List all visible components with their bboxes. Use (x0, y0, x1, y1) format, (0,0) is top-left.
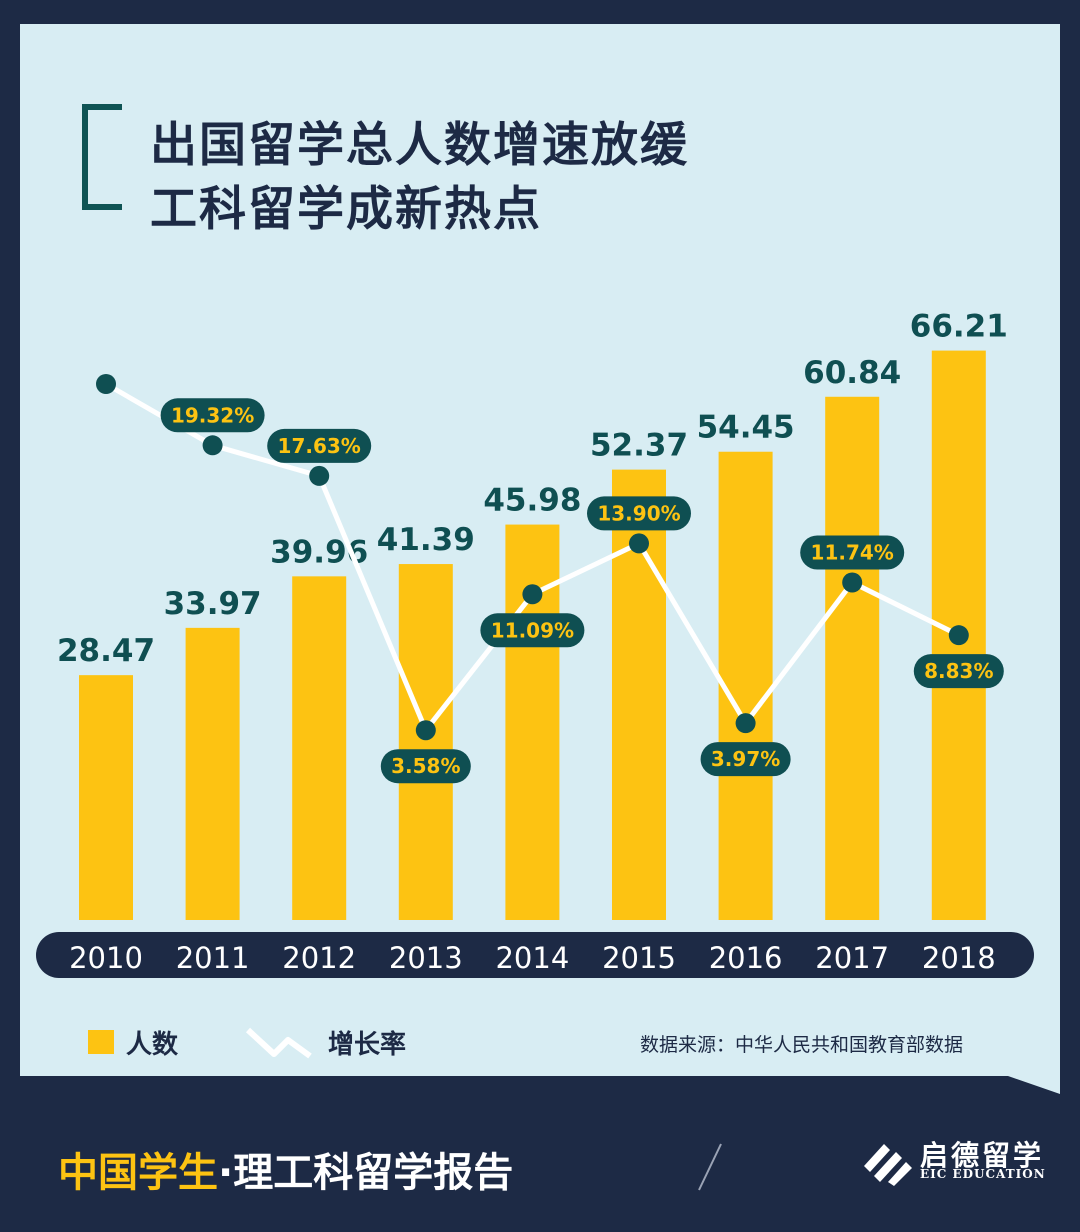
footer-title-dot: · (218, 1150, 234, 1196)
rate-label-2012: 17.63% (267, 428, 372, 463)
rate-label-2016: 3.97% (700, 742, 791, 777)
bar-value-label-2014: 45.98 (483, 483, 581, 519)
bar-2013 (398, 564, 453, 920)
rate-label-2018: 8.83% (913, 654, 1004, 689)
bar-value-label-2017: 60.84 (803, 355, 901, 391)
rate-label-text-2016: 3.97% (711, 747, 780, 771)
legend-line-label: 增长率 (328, 1030, 407, 1060)
bar-2011 (185, 627, 240, 920)
bar-2016 (718, 451, 773, 920)
bar-value-label-2011: 33.97 (164, 586, 262, 622)
bar-value-label-2015: 52.37 (590, 428, 688, 464)
rate-label-text-2017: 11.74% (811, 541, 894, 565)
x-tick-label-2017: 2017 (815, 941, 889, 975)
footer-title-part-2: 理工科留学报告 (233, 1150, 514, 1196)
rate-label-text-2013: 3.58% (391, 754, 460, 778)
logo-subtitle: EIC EDUCATION (920, 1167, 1046, 1181)
rate-point-2016 (735, 713, 756, 734)
legend-bar-swatch (88, 1030, 114, 1054)
rate-label-2014: 11.09% (480, 613, 585, 648)
divider-slash (698, 1143, 722, 1191)
rate-label-text-2018: 8.83% (924, 659, 993, 683)
rate-label-2017: 11.74% (800, 535, 905, 570)
x-tick-label-2014: 2014 (495, 941, 569, 975)
bar-2012 (292, 576, 347, 920)
rate-label-pill-2015 (587, 496, 691, 531)
rate-point-2017 (842, 572, 863, 593)
rate-label-pill-2012 (267, 428, 372, 463)
rate-label-text-2011: 19.32% (171, 403, 254, 427)
rate-point-2013 (415, 720, 436, 741)
rate-label-pill-2014 (480, 613, 585, 648)
bar-value-label-2013: 41.39 (377, 522, 475, 558)
bar-value-label-2018: 66.21 (910, 309, 1008, 345)
rate-label-pill-2018 (913, 654, 1004, 689)
x-axis-band (36, 932, 1034, 978)
x-tick-label-2010: 2010 (69, 941, 143, 975)
rate-label-text-2015: 13.90% (597, 501, 680, 525)
footer-title-part-1: 中国学生 (58, 1150, 218, 1196)
rate-point-2012 (309, 465, 330, 486)
rate-point-2018 (948, 625, 969, 646)
rate-label-pill-2013 (380, 749, 471, 784)
rate-label-2011: 19.32% (160, 398, 265, 433)
rate-label-text-2014: 11.09% (491, 618, 574, 642)
title-bracket-decoration (82, 104, 122, 210)
chart-title-line-1: 出国留学总人数增速放缓 (150, 118, 689, 173)
x-tick-label-2016: 2016 (709, 941, 783, 975)
rate-label-text-2012: 17.63% (278, 434, 361, 458)
chart-title-line-2: 工科留学成新热点 (150, 182, 542, 237)
logo-name: 启德留学 (920, 1139, 1045, 1172)
rate-label-2013: 3.58% (380, 749, 471, 784)
eic-logo-icon (864, 1144, 912, 1186)
x-tick-label-2013: 2013 (389, 941, 463, 975)
legend-bar-label: 人数 (126, 1030, 179, 1060)
bar-2017 (825, 396, 880, 920)
rate-point-2015 (629, 533, 649, 554)
x-tick-label-2015: 2015 (602, 941, 676, 975)
bar-2010 (79, 675, 133, 920)
source-note: 数据来源：中华人民共和国教育部数据 (640, 1034, 964, 1056)
rate-label-pill-2016 (700, 742, 791, 777)
rate-label-pill-2017 (800, 535, 905, 570)
rate-point-2010 (96, 374, 116, 394)
rate-point-2011 (202, 435, 223, 456)
legend-line-swatch (245, 1027, 312, 1059)
x-tick-label-2012: 2012 (282, 941, 356, 975)
rate-label-pill-2011 (160, 398, 265, 433)
rate-label-2015: 13.90% (587, 496, 691, 531)
footer-title: 中国学生·理工科留学报告 (58, 1140, 513, 1198)
bar-value-label-2010: 28.47 (57, 633, 155, 669)
x-tick-label-2018: 2018 (922, 941, 996, 975)
rate-point-2014 (522, 584, 543, 605)
bar-value-label-2016: 54.45 (697, 410, 795, 446)
x-tick-label-2011: 2011 (176, 941, 250, 975)
